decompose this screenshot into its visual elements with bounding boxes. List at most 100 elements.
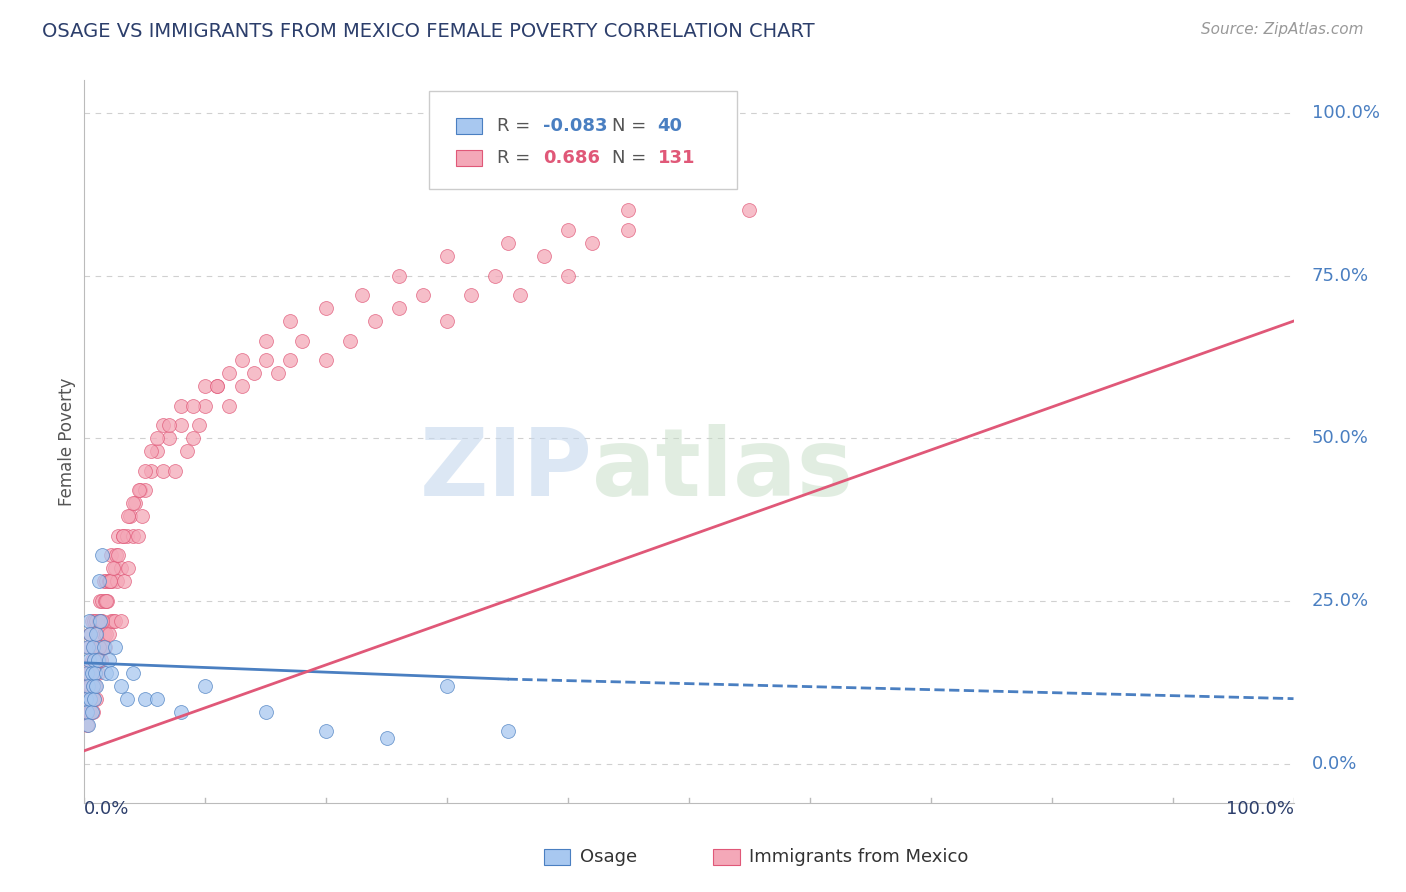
Text: -0.083: -0.083 [543, 117, 607, 135]
Point [94, 594, 117, 608]
Point [121, 496, 143, 510]
Point [93, 626, 115, 640]
Point [83, 691, 105, 706]
Point [89, 640, 111, 654]
Point [79, 691, 101, 706]
Point [75, 705, 97, 719]
Point [77, 640, 100, 654]
Point [139, 444, 162, 458]
Point [77, 614, 100, 628]
Point [170, 705, 193, 719]
Point [82, 705, 104, 719]
Point [181, 431, 204, 445]
Point [131, 509, 153, 524]
Point [115, 691, 138, 706]
Point [77, 717, 100, 731]
Point [86, 652, 108, 666]
Text: Osage: Osage [581, 848, 637, 866]
Point [82, 640, 104, 654]
Point [79, 679, 101, 693]
Point [94, 665, 117, 680]
Point [231, 379, 253, 393]
Point [75, 691, 97, 706]
Point [134, 691, 156, 706]
Point [100, 549, 122, 563]
Point [509, 288, 531, 302]
Point [218, 366, 240, 380]
Point [117, 509, 139, 524]
Point [76, 679, 98, 693]
Point [87, 652, 110, 666]
Point [254, 705, 277, 719]
Bar [544, 849, 571, 865]
Point [84, 665, 107, 680]
Point [121, 529, 143, 543]
Point [152, 464, 174, 478]
Point [94, 626, 117, 640]
Point [254, 353, 277, 368]
Point [80, 691, 103, 706]
Bar [456, 118, 482, 134]
Point [115, 529, 138, 543]
Text: Immigrants from Mexico: Immigrants from Mexico [749, 848, 969, 866]
Point [89, 594, 111, 608]
Point [82, 640, 104, 654]
Point [94, 574, 117, 589]
Point [484, 268, 506, 283]
Point [100, 614, 122, 628]
Point [96, 594, 118, 608]
Text: R =: R = [496, 149, 536, 167]
Point [194, 379, 217, 393]
Point [97, 652, 120, 666]
Point [76, 717, 98, 731]
Point [90, 614, 112, 628]
Point [83, 691, 105, 706]
Text: 75.0%: 75.0% [1312, 267, 1369, 285]
Point [181, 399, 204, 413]
Point [87, 574, 110, 589]
Text: ZIP: ZIP [419, 425, 592, 516]
Point [315, 301, 337, 315]
Point [97, 574, 120, 589]
Point [83, 614, 105, 628]
Point [315, 724, 337, 739]
Text: 40: 40 [658, 117, 682, 135]
Text: N =: N = [612, 149, 651, 167]
Point [460, 288, 482, 302]
Point [678, 170, 700, 185]
Point [91, 549, 114, 563]
Point [412, 288, 434, 302]
Text: 0.0%: 0.0% [84, 799, 129, 818]
Point [91, 614, 114, 628]
Point [278, 314, 301, 328]
Point [94, 594, 117, 608]
Point [80, 614, 103, 628]
Point [188, 418, 211, 433]
Point [84, 640, 107, 654]
Point [104, 561, 127, 575]
Point [557, 223, 579, 237]
Point [86, 626, 108, 640]
Point [339, 334, 361, 348]
Point [738, 203, 761, 218]
Point [82, 679, 104, 693]
Point [91, 594, 114, 608]
Point [254, 334, 277, 348]
Point [436, 249, 458, 263]
Text: 25.0%: 25.0% [1312, 592, 1369, 610]
Point [617, 223, 640, 237]
Point [496, 235, 519, 250]
Point [98, 574, 121, 589]
Point [120, 509, 142, 524]
Point [139, 464, 162, 478]
Point [436, 679, 458, 693]
Bar [456, 150, 482, 166]
Point [94, 640, 117, 654]
Point [128, 483, 150, 498]
Point [112, 574, 135, 589]
Point [218, 399, 240, 413]
Point [77, 679, 100, 693]
Point [112, 529, 135, 543]
Point [388, 268, 411, 283]
Point [87, 614, 110, 628]
